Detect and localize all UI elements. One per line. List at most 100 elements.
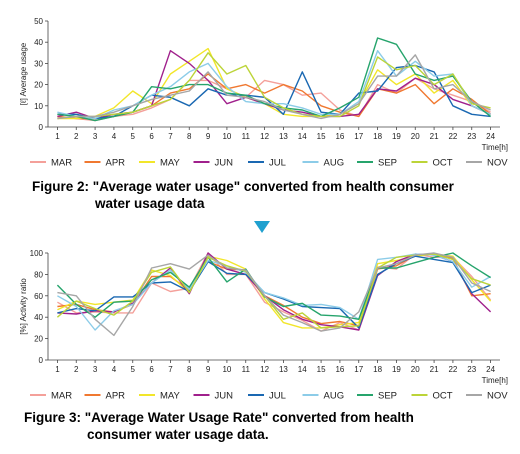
x-tick-label: 13 — [279, 132, 288, 141]
x-tick-label: 23 — [467, 132, 476, 141]
x-tick-label: 4 — [112, 365, 117, 374]
x-tick-label: 2 — [74, 365, 79, 374]
figure-2-caption: Figure 2: "Average water usage" converte… — [32, 178, 454, 212]
figure-3-caption-line-1: Figure 3: "Average Water Usage Rate" con… — [24, 410, 414, 425]
x-tick-label: 11 — [242, 132, 251, 141]
x-tick-label: 8 — [187, 132, 192, 141]
x-tick-label: 17 — [354, 132, 363, 141]
figure-3-caption: Figure 3: "Average Water Usage Rate" con… — [24, 409, 414, 443]
y-tick-label: 80 — [34, 270, 43, 279]
legend-label-jul: JUL — [269, 158, 286, 169]
y-tick-label: 20 — [34, 81, 43, 90]
y-axis-label: [ℓ] Average usage — [19, 42, 28, 105]
x-tick-label: 12 — [260, 365, 269, 374]
legend-label-may: MAY — [160, 391, 181, 402]
x-tick-label: 20 — [411, 132, 420, 141]
down-triangle-icon — [254, 221, 270, 233]
legend-label-nov: NOV — [487, 391, 508, 402]
x-tick-label: 9 — [206, 132, 211, 141]
series-line-jun — [57, 252, 492, 331]
x-tick-label: 21 — [430, 132, 439, 141]
y-axis-label: [%] Activity ratio — [19, 278, 28, 335]
x-tick-label: 12 — [260, 132, 269, 141]
figure-2-caption-line-2: water usage data — [95, 196, 205, 211]
x-tick-label: 8 — [187, 365, 192, 374]
x-tick-label: 14 — [298, 365, 307, 374]
x-tick-label: 22 — [448, 365, 457, 374]
series-line-may — [57, 47, 491, 120]
x-tick-label: 23 — [467, 365, 476, 374]
series-line-nov — [57, 54, 491, 120]
legend-label-apr: APR — [106, 158, 126, 169]
x-tick-label: 2 — [74, 132, 79, 141]
x-axis-label: Time[h] — [482, 376, 508, 385]
figure-3-caption-line-2: consumer water usage data. — [87, 427, 269, 442]
x-tick-label: 10 — [222, 365, 231, 374]
figure-2-caption-line-1: Figure 2: "Average water usage" converte… — [32, 179, 454, 194]
series-line-may — [57, 253, 492, 329]
y-tick-label: 0 — [39, 356, 44, 365]
y-tick-label: 10 — [34, 102, 43, 111]
x-tick-label: 17 — [354, 365, 363, 374]
y-tick-label: 100 — [30, 249, 44, 258]
y-tick-label: 20 — [34, 335, 43, 344]
x-tick-label: 15 — [317, 365, 326, 374]
x-tick-label: 7 — [168, 365, 173, 374]
x-tick-label: 13 — [279, 365, 288, 374]
x-tick-label: 19 — [392, 365, 401, 374]
series-line-oct — [57, 52, 491, 120]
x-tick-label: 4 — [112, 132, 117, 141]
x-tick-label: 18 — [373, 365, 382, 374]
x-tick-label: 7 — [168, 132, 173, 141]
x-tick-label: 3 — [93, 365, 98, 374]
x-tick-label: 6 — [149, 365, 154, 374]
y-tick-label: 0 — [39, 123, 44, 132]
series-line-sep — [56, 252, 491, 320]
x-tick-label: 11 — [242, 365, 251, 374]
legend-label-aug: AUG — [324, 391, 345, 402]
x-tick-label: 15 — [317, 132, 326, 141]
series-line-aug — [57, 253, 491, 331]
x-tick-label: 18 — [373, 132, 382, 141]
x-tick-label: 24 — [486, 132, 495, 141]
x-tick-label: 24 — [486, 365, 495, 374]
y-tick-label: 40 — [34, 38, 43, 47]
series-line-nov — [57, 252, 491, 337]
x-tick-label: 1 — [55, 132, 60, 141]
legend-label-sep: SEP — [378, 391, 397, 402]
x-tick-label: 5 — [131, 132, 136, 141]
series-line-apr — [57, 253, 491, 327]
average-usage-legend: MAR APR MAY JUN JUL AUG SEP OCT NOV — [30, 158, 508, 169]
legend-label-jul: JUL — [269, 391, 286, 402]
legend-label-may: MAY — [160, 158, 181, 169]
x-tick-label: 22 — [448, 132, 457, 141]
y-tick-label: 30 — [34, 59, 43, 68]
x-tick-label: 14 — [298, 132, 307, 141]
x-tick-label: 1 — [55, 365, 60, 374]
legend-label-oct: OCT — [433, 158, 453, 169]
x-tick-label: 6 — [149, 132, 154, 141]
legend-label-mar: MAR — [51, 158, 72, 169]
series-line-mar — [57, 252, 492, 332]
x-tick-label: 5 — [131, 365, 136, 374]
y-tick-label: 60 — [34, 292, 43, 301]
series-line-oct — [56, 253, 491, 329]
legend-label-oct: OCT — [433, 391, 453, 402]
legend-label-sep: SEP — [378, 158, 397, 169]
x-tick-label: 3 — [93, 132, 98, 141]
x-tick-label: 20 — [411, 365, 420, 374]
x-tick-label: 21 — [430, 365, 439, 374]
y-tick-label: 50 — [34, 17, 43, 26]
series-line-jul — [57, 255, 491, 329]
x-tick-label: 9 — [206, 365, 211, 374]
legend-label-mar: MAR — [51, 391, 72, 402]
y-tick-label: 40 — [34, 313, 43, 322]
legend-label-jun: JUN — [215, 158, 234, 169]
x-tick-label: 16 — [335, 365, 344, 374]
legend-label-jun: JUN — [215, 391, 234, 402]
legend-label-aug: AUG — [324, 158, 345, 169]
x-tick-label: 10 — [222, 132, 231, 141]
activity-ratio-legend: MAR APR MAY JUN JUL AUG SEP OCT NOV — [30, 391, 508, 402]
